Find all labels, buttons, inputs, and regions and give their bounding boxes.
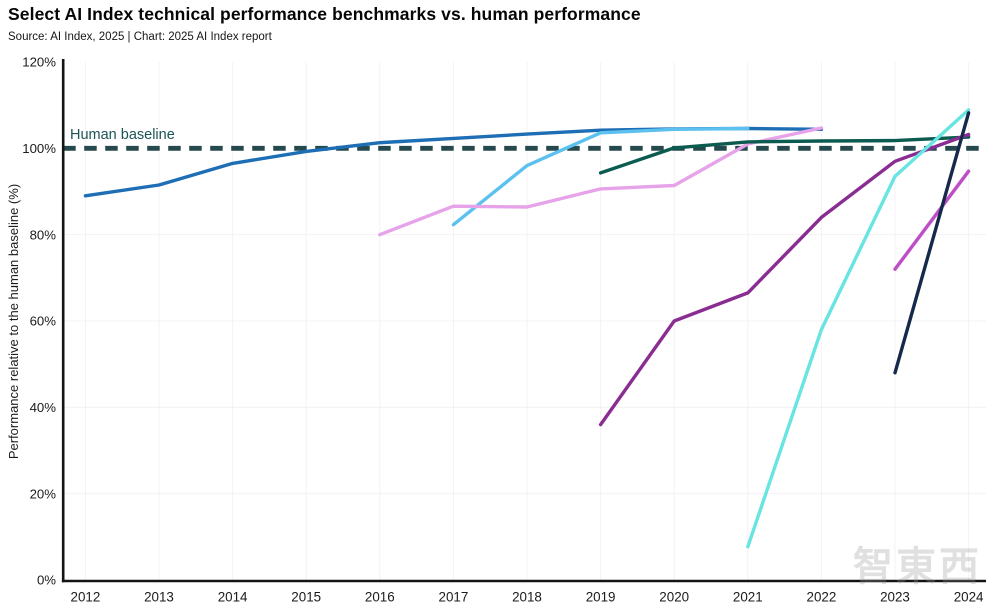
x-tick-label: 2017 — [439, 590, 469, 605]
series-line-sky-blue — [451, 126, 750, 227]
x-tick-label: 2024 — [954, 590, 984, 605]
y-tick-label: 120% — [22, 55, 56, 70]
x-tick-label: 2018 — [512, 590, 542, 605]
series-line-light-plum — [378, 126, 824, 237]
series-line-dark-purple — [598, 132, 971, 427]
y-tick-label: 60% — [30, 314, 57, 329]
y-tick-label: 100% — [22, 141, 56, 156]
x-tick-label: 2012 — [71, 590, 101, 605]
series-line-bright-cyan — [746, 108, 971, 549]
x-tick-label: 2015 — [291, 590, 321, 605]
x-tick-label: 2019 — [586, 590, 616, 605]
page-title: Select AI Index technical performance be… — [8, 4, 641, 24]
series-line-orchid-magenta — [893, 169, 971, 271]
x-tick-label: 2020 — [659, 590, 689, 605]
y-tick-label: 20% — [30, 486, 57, 501]
y-tick-label: 80% — [30, 227, 57, 242]
source-caption: Source: AI Index, 2025 | Chart: 2025 AI … — [8, 31, 272, 43]
series-line-dark-teal — [598, 135, 971, 175]
x-tick-label: 2013 — [144, 590, 174, 605]
x-tick-label: 2014 — [218, 590, 248, 605]
y-tick-label: 40% — [30, 400, 57, 415]
series-line-dark-navy — [893, 111, 971, 375]
x-tick-label: 2022 — [807, 590, 837, 605]
x-tick-label: 2016 — [365, 590, 395, 605]
human-baseline-label: Human baseline — [70, 127, 175, 143]
x-tick-label: 2021 — [733, 590, 763, 605]
y-tick-label: 0% — [37, 573, 56, 588]
x-tick-label: 2023 — [880, 590, 910, 605]
